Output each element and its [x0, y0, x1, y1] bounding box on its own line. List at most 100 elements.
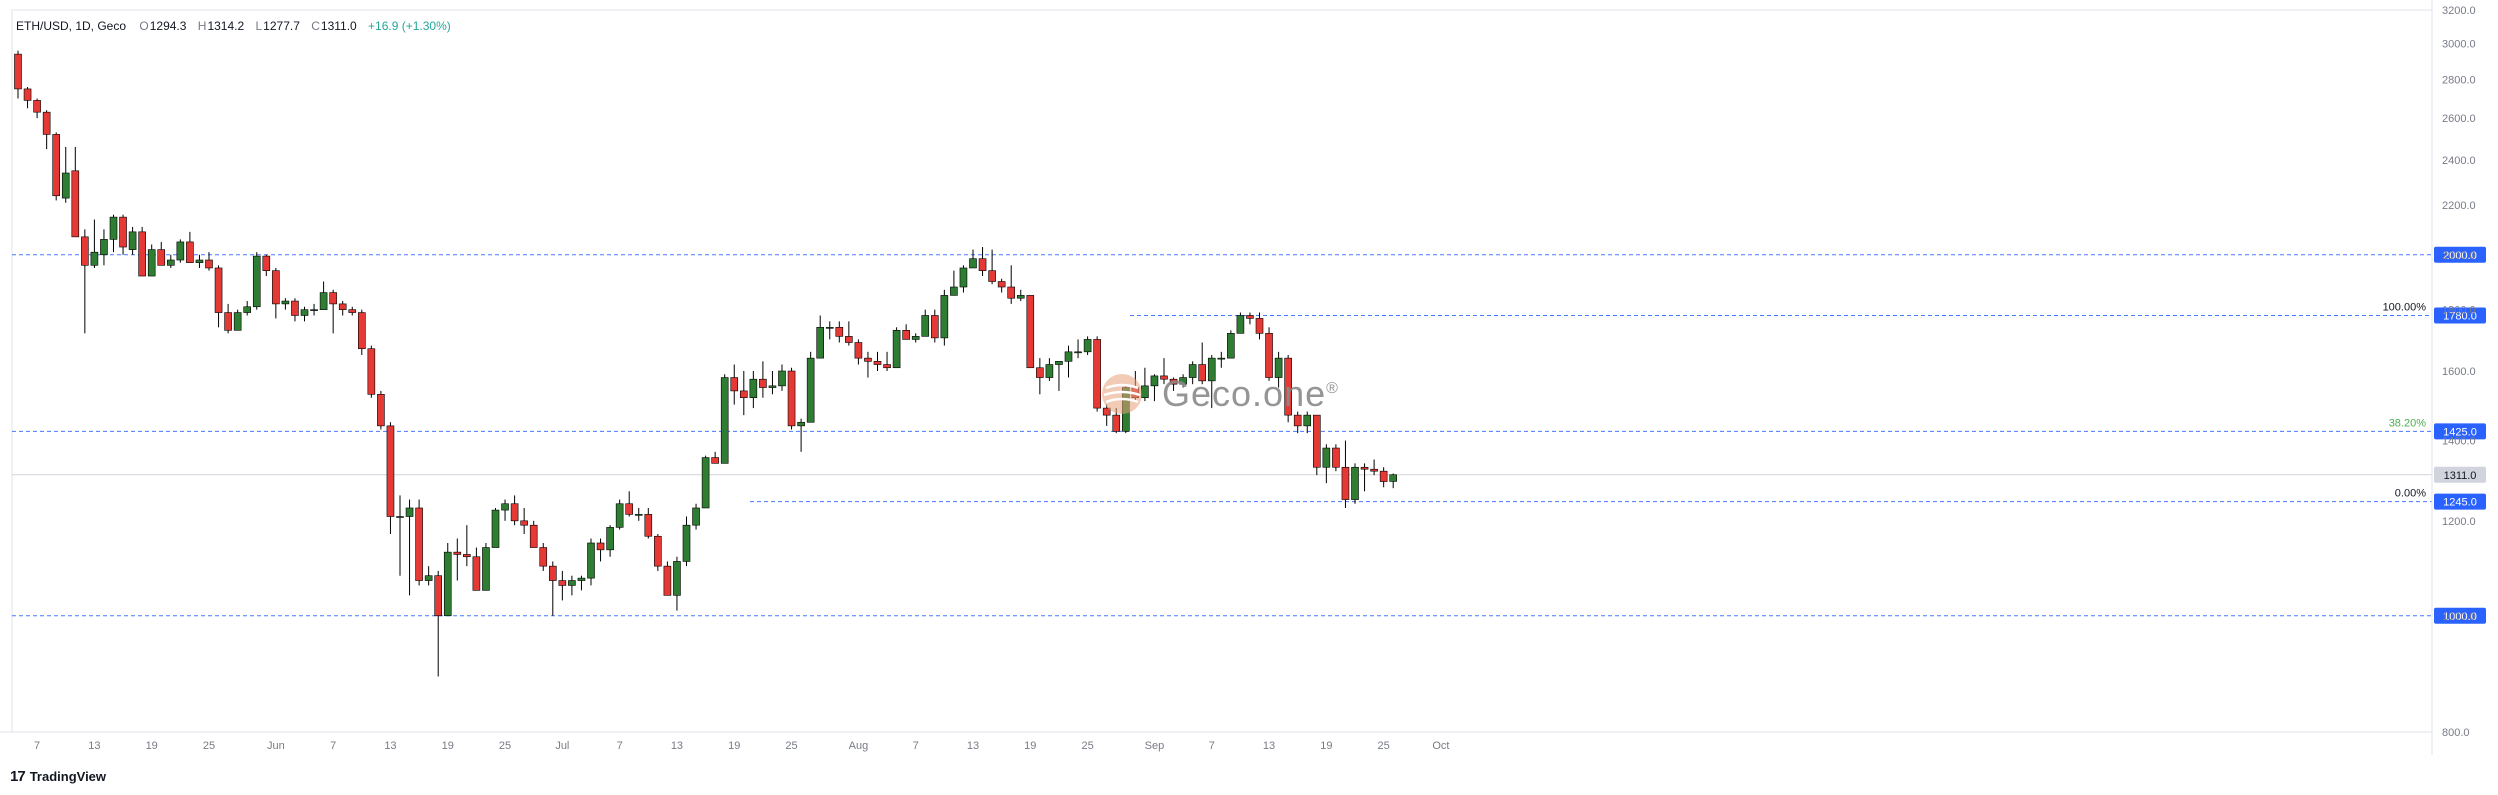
- candle-body: [940, 295, 949, 339]
- x-tick-label: 7: [330, 740, 336, 752]
- time-axis[interactable]: 7 13 19 25 Jun 7 13 19 25 Jul 7 13 19 25 Aug 7 13 19 25 Sep…: [0, 731, 2432, 752]
- x-tick-label: 7: [34, 740, 40, 752]
- change-value: +16.9 (+1.30%): [368, 19, 451, 33]
- x-tick-label: Jun: [267, 740, 285, 752]
- y-tick-label: 2200.0: [2442, 200, 2476, 212]
- candle-body: [1150, 375, 1159, 387]
- candle-body: [778, 370, 786, 387]
- candle-body: [281, 300, 290, 305]
- candle-body: [90, 251, 99, 266]
- candle-body: [864, 357, 872, 362]
- close-label: C: [311, 19, 320, 33]
- candle-body: [491, 509, 500, 548]
- ohlc-header: ETH/USD, 1D, Geco O1294.3 H1314.2 L1277.…: [16, 19, 455, 33]
- geco-logo-icon: [1102, 374, 1142, 414]
- candle-body: [453, 551, 462, 555]
- candle-body: [587, 542, 595, 579]
- candle-body: [606, 527, 614, 551]
- x-tick-label: Oct: [1432, 740, 1449, 752]
- candle-body: [1274, 357, 1283, 378]
- candle-body: [701, 457, 710, 509]
- y-tick-label: 3000.0: [2442, 39, 2476, 51]
- level-badge-label: 1780.0: [2443, 310, 2477, 322]
- x-tick-label: Sep: [1145, 740, 1165, 752]
- candle-body: [472, 556, 481, 591]
- level-badge-label: 1000.0: [2443, 611, 2477, 623]
- x-tick-label: 19: [442, 740, 454, 752]
- candle-body: [81, 236, 89, 266]
- candle-body: [634, 514, 643, 516]
- horizontal-levels: 2000.0 1780.0 100.00% 1425.0 38.20% 1245.0 0.0…: [12, 246, 2486, 624]
- y-tick-label: 1200.0: [2442, 516, 2476, 528]
- x-tick-label: Aug: [849, 740, 869, 752]
- candle-body: [749, 378, 758, 399]
- x-tick-label: 7: [617, 740, 623, 752]
- x-tick-label: 13: [671, 740, 683, 752]
- candle-body: [1064, 351, 1073, 362]
- candle-body: [1217, 357, 1226, 360]
- y-tick-label: 2600.0: [2442, 113, 2476, 125]
- candle-body: [959, 267, 968, 288]
- candle-body: [243, 306, 251, 313]
- x-tick-label: 19: [1320, 740, 1332, 752]
- candle-body: [396, 516, 404, 518]
- candle-body: [186, 241, 194, 263]
- candle-body: [797, 421, 805, 427]
- x-tick-label: 25: [1378, 740, 1390, 752]
- candle-body: [434, 575, 443, 617]
- plot-area[interactable]: [11, 9, 2433, 733]
- tradingview-brand: TradingView: [29, 769, 107, 784]
- candle-body: [558, 580, 567, 586]
- candle-body: [71, 170, 80, 238]
- low-value: 1277.7: [263, 19, 300, 33]
- y-tick-label: 2400.0: [2442, 155, 2476, 167]
- candle-body: [329, 292, 337, 305]
- symbol-label[interactable]: ETH/USD, 1D, Geco: [16, 19, 127, 33]
- candle-body: [119, 216, 127, 248]
- candle-body: [405, 507, 414, 517]
- candle-body: [1332, 447, 1340, 468]
- candle-body: [663, 565, 672, 596]
- candle-body: [1198, 364, 1206, 382]
- candle-body: [911, 336, 920, 340]
- last-price-label: 1311.0: [2444, 470, 2477, 482]
- x-tick-label: 7: [913, 740, 919, 752]
- fib-level-label: 100.00%: [2383, 301, 2427, 313]
- fib-level-label: 0.00%: [2395, 488, 2426, 500]
- candle-body: [711, 457, 719, 464]
- candle-body: [1179, 377, 1187, 385]
- candle-body: [730, 377, 739, 392]
- open-label: O: [139, 19, 149, 33]
- level-badge: [2434, 246, 2486, 263]
- candle-body: [1246, 315, 1254, 319]
- candle-body: [1207, 357, 1216, 382]
- candle-body: [1093, 339, 1101, 409]
- candle-body: [443, 551, 452, 617]
- candle-body: [988, 270, 996, 282]
- candle-body: [1389, 474, 1397, 482]
- candle-body: [644, 514, 653, 537]
- candle-body: [262, 255, 271, 271]
- x-tick-label: 13: [967, 740, 979, 752]
- candle-body: [463, 554, 471, 558]
- candle-body: [482, 547, 490, 591]
- candle-body: [1227, 333, 1235, 359]
- price-axis[interactable]: 800.0 1000.0 1200.0 1400.0 1600.0 1800.0 2000.…: [2431, 0, 2476, 755]
- candle-body: [195, 259, 204, 263]
- geco-watermark: Geco.one®: [1100, 372, 1339, 416]
- candle-body: [1026, 295, 1035, 369]
- candle-body: [1036, 367, 1044, 378]
- candle-body: [1016, 295, 1025, 299]
- y-tick-label: 1800.0: [2442, 305, 2476, 317]
- candle-body: [348, 309, 357, 313]
- candle-body: [338, 303, 347, 310]
- candle-body: [654, 535, 662, 567]
- candle-body: [415, 507, 423, 581]
- tradingview-logo[interactable]: 17 TradingView: [10, 768, 106, 785]
- candle-body: [883, 364, 891, 369]
- x-tick-label: 25: [1081, 740, 1093, 752]
- candle-body: [100, 239, 108, 256]
- candles: [14, 50, 1397, 677]
- candle-body: [52, 134, 61, 197]
